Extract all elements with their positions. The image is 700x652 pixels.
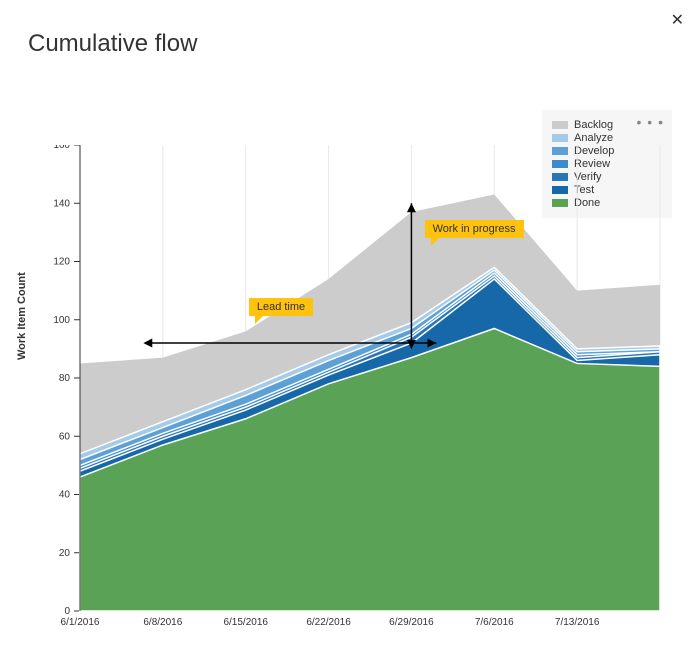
legend-swatch [552, 121, 568, 129]
svg-text:6/29/2016: 6/29/2016 [389, 617, 434, 628]
legend-swatch [552, 134, 568, 142]
cumulative-flow-chart: Work Item Count 0204060801001201401606/1… [28, 145, 668, 635]
more-icon[interactable]: • • • [637, 114, 664, 130]
wip-callout: Work in progress [425, 220, 524, 238]
close-icon[interactable]: ✕ [671, 10, 684, 30]
svg-text:80: 80 [59, 373, 71, 384]
legend-label: Backlog [574, 119, 613, 131]
svg-text:6/22/2016: 6/22/2016 [306, 617, 351, 628]
svg-text:100: 100 [53, 315, 70, 326]
svg-text:160: 160 [53, 145, 70, 151]
svg-text:7/6/2016: 7/6/2016 [475, 617, 514, 628]
lead-time-callout: Lead time [249, 298, 313, 316]
svg-text:7/13/2016: 7/13/2016 [555, 617, 600, 628]
svg-text:6/15/2016: 6/15/2016 [223, 617, 268, 628]
svg-text:0: 0 [64, 606, 70, 617]
svg-text:120: 120 [53, 257, 70, 268]
svg-text:20: 20 [59, 548, 71, 559]
svg-text:6/1/2016: 6/1/2016 [61, 617, 100, 628]
svg-text:40: 40 [59, 490, 71, 501]
svg-text:60: 60 [59, 431, 71, 442]
legend-item: Analyze [552, 132, 660, 144]
svg-text:6/8/2016: 6/8/2016 [143, 617, 182, 628]
legend-label: Analyze [574, 132, 613, 144]
svg-text:140: 140 [53, 198, 70, 209]
page-title: Cumulative flow [28, 30, 197, 58]
y-axis-label: Work Item Count [16, 272, 28, 360]
